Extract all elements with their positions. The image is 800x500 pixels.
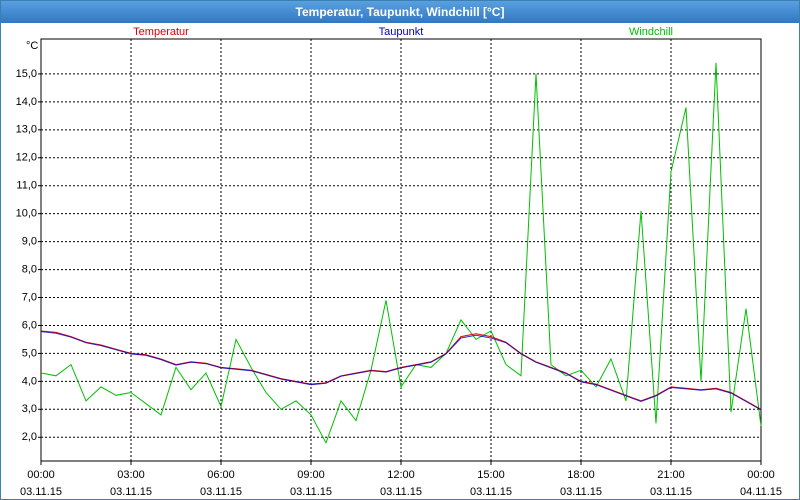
x-tick-label: 12:00 03.11.15: [379, 469, 422, 498]
legend-label: Taupunkt: [379, 26, 424, 38]
y-tick-label: 14,0: [16, 96, 37, 108]
y-tick-label: 4,0: [22, 375, 37, 387]
legend-label: Temperatur: [133, 26, 189, 38]
y-unit: °C: [26, 40, 38, 52]
y-tick-label: 2,0: [22, 431, 37, 443]
x-tick-label: 18:00 03.11.15: [559, 469, 602, 498]
y-tick-label: 11,0: [16, 180, 37, 192]
x-tick-label: 15:00 03.11.15: [469, 469, 512, 498]
x-tick-label: 06:00 03.11.15: [199, 469, 242, 498]
window-title: Temperatur, Taupunkt, Windchill [°C]: [1, 1, 799, 23]
y-tick-label: 15,0: [16, 68, 37, 80]
x-tick-label: 21:00 03.11.15: [649, 469, 692, 498]
y-tick-label: 8,0: [22, 263, 37, 275]
y-tick-label: 13,0: [16, 124, 37, 136]
y-tick-label: 6,0: [22, 319, 37, 331]
series-line: [40, 330, 762, 410]
x-tick-label: 03:00 03.11.15: [109, 469, 152, 498]
series-line: [40, 62, 762, 445]
x-tick-label: 00:00 04.11.15: [739, 469, 782, 498]
series-line: [40, 331, 762, 411]
y-tick-label: 5,0: [22, 347, 37, 359]
x-tick-label: 09:00 03.11.15: [289, 469, 332, 498]
x-tick-label: 00:00 03.11.15: [19, 469, 62, 498]
y-tick-label: 3,0: [22, 403, 37, 415]
y-tick-label: 9,0: [22, 236, 37, 248]
legend-label: Windchill: [629, 26, 673, 38]
y-tick-label: 7,0: [22, 291, 37, 303]
y-tick-label: 10,0: [16, 208, 37, 220]
y-tick-label: 12,0: [16, 152, 37, 164]
